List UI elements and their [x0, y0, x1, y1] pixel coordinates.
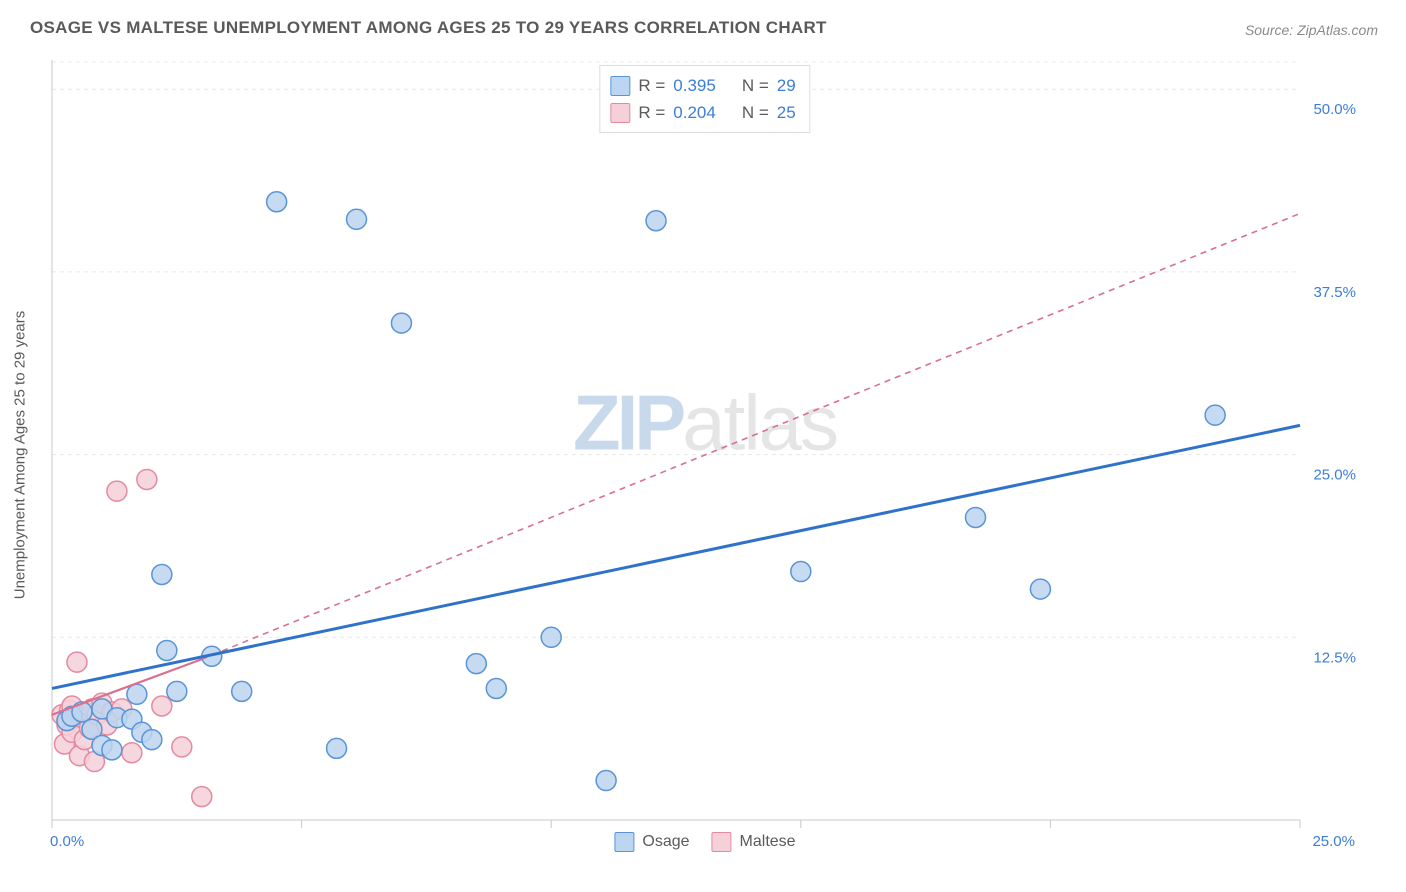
n-value-maltese: 25 — [777, 99, 796, 126]
source-name: ZipAtlas.com — [1297, 22, 1378, 38]
swatch-osage — [610, 76, 630, 96]
legend-correlation: R = 0.395 N = 29 R = 0.204 N = 25 — [599, 65, 810, 133]
y-axis-label: Unemployment Among Ages 25 to 29 years — [12, 311, 29, 600]
scatter-plot: 12.5% 25.0% 37.5% 50.0% 0.0% 25.0% — [50, 60, 1360, 850]
r-label: R = — [638, 72, 665, 99]
r-value-maltese: 0.204 — [673, 99, 716, 126]
source-prefix: Source: — [1245, 22, 1297, 38]
legend-label-osage: Osage — [642, 833, 689, 851]
svg-text:25.0%: 25.0% — [1312, 833, 1355, 850]
swatch-osage — [614, 832, 634, 852]
swatch-maltese — [610, 103, 630, 123]
legend-row-maltese: R = 0.204 N = 25 — [610, 99, 795, 126]
legend-item-osage: Osage — [614, 832, 689, 852]
n-label: N = — [742, 72, 769, 99]
svg-text:0.0%: 0.0% — [50, 833, 84, 850]
legend-series: Osage Maltese — [614, 832, 795, 852]
swatch-maltese — [712, 832, 732, 852]
legend-item-maltese: Maltese — [712, 832, 796, 852]
r-value-osage: 0.395 — [673, 72, 716, 99]
legend-label-maltese: Maltese — [740, 833, 796, 851]
svg-text:25.0%: 25.0% — [1313, 467, 1356, 484]
r-label: R = — [638, 99, 665, 126]
source-attribution: Source: ZipAtlas.com — [1245, 22, 1378, 38]
svg-text:37.5%: 37.5% — [1313, 284, 1356, 301]
svg-text:50.0%: 50.0% — [1313, 101, 1356, 118]
legend-row-osage: R = 0.395 N = 29 — [610, 72, 795, 99]
n-label: N = — [742, 99, 769, 126]
n-value-osage: 29 — [777, 72, 796, 99]
chart-title: OSAGE VS MALTESE UNEMPLOYMENT AMONG AGES… — [30, 18, 827, 38]
chart-area: Unemployment Among Ages 25 to 29 years Z… — [50, 60, 1360, 850]
svg-text:12.5%: 12.5% — [1313, 649, 1356, 666]
